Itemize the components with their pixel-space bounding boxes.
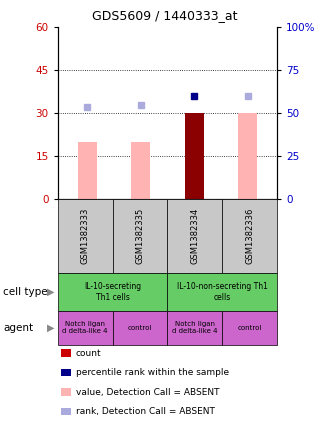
Text: IL-10-non-secreting Th1
cells: IL-10-non-secreting Th1 cells: [177, 282, 268, 302]
Text: cell type: cell type: [3, 287, 48, 297]
Text: IL-10-secreting
Th1 cells: IL-10-secreting Th1 cells: [84, 282, 141, 302]
Bar: [131, 142, 150, 199]
Text: Notch ligan
d delta-like 4: Notch ligan d delta-like 4: [62, 321, 108, 334]
Text: GSM1382336: GSM1382336: [245, 208, 254, 264]
Text: GDS5609 / 1440333_at: GDS5609 / 1440333_at: [92, 9, 238, 22]
Text: ▶: ▶: [48, 287, 55, 297]
Text: Notch ligan
d delta-like 4: Notch ligan d delta-like 4: [172, 321, 218, 334]
Text: percentile rank within the sample: percentile rank within the sample: [76, 368, 229, 377]
Text: count: count: [76, 349, 101, 358]
Bar: [78, 142, 97, 199]
Text: GSM1382335: GSM1382335: [136, 208, 145, 264]
Bar: [185, 113, 204, 199]
Text: value, Detection Call = ABSENT: value, Detection Call = ABSENT: [76, 387, 219, 397]
Text: control: control: [128, 325, 152, 331]
Text: GSM1382333: GSM1382333: [81, 208, 90, 264]
Text: ▶: ▶: [48, 323, 55, 333]
Text: agent: agent: [3, 323, 33, 333]
Text: rank, Detection Call = ABSENT: rank, Detection Call = ABSENT: [76, 407, 214, 416]
Text: GSM1382334: GSM1382334: [190, 208, 199, 264]
Text: control: control: [238, 325, 262, 331]
Bar: [238, 113, 257, 199]
